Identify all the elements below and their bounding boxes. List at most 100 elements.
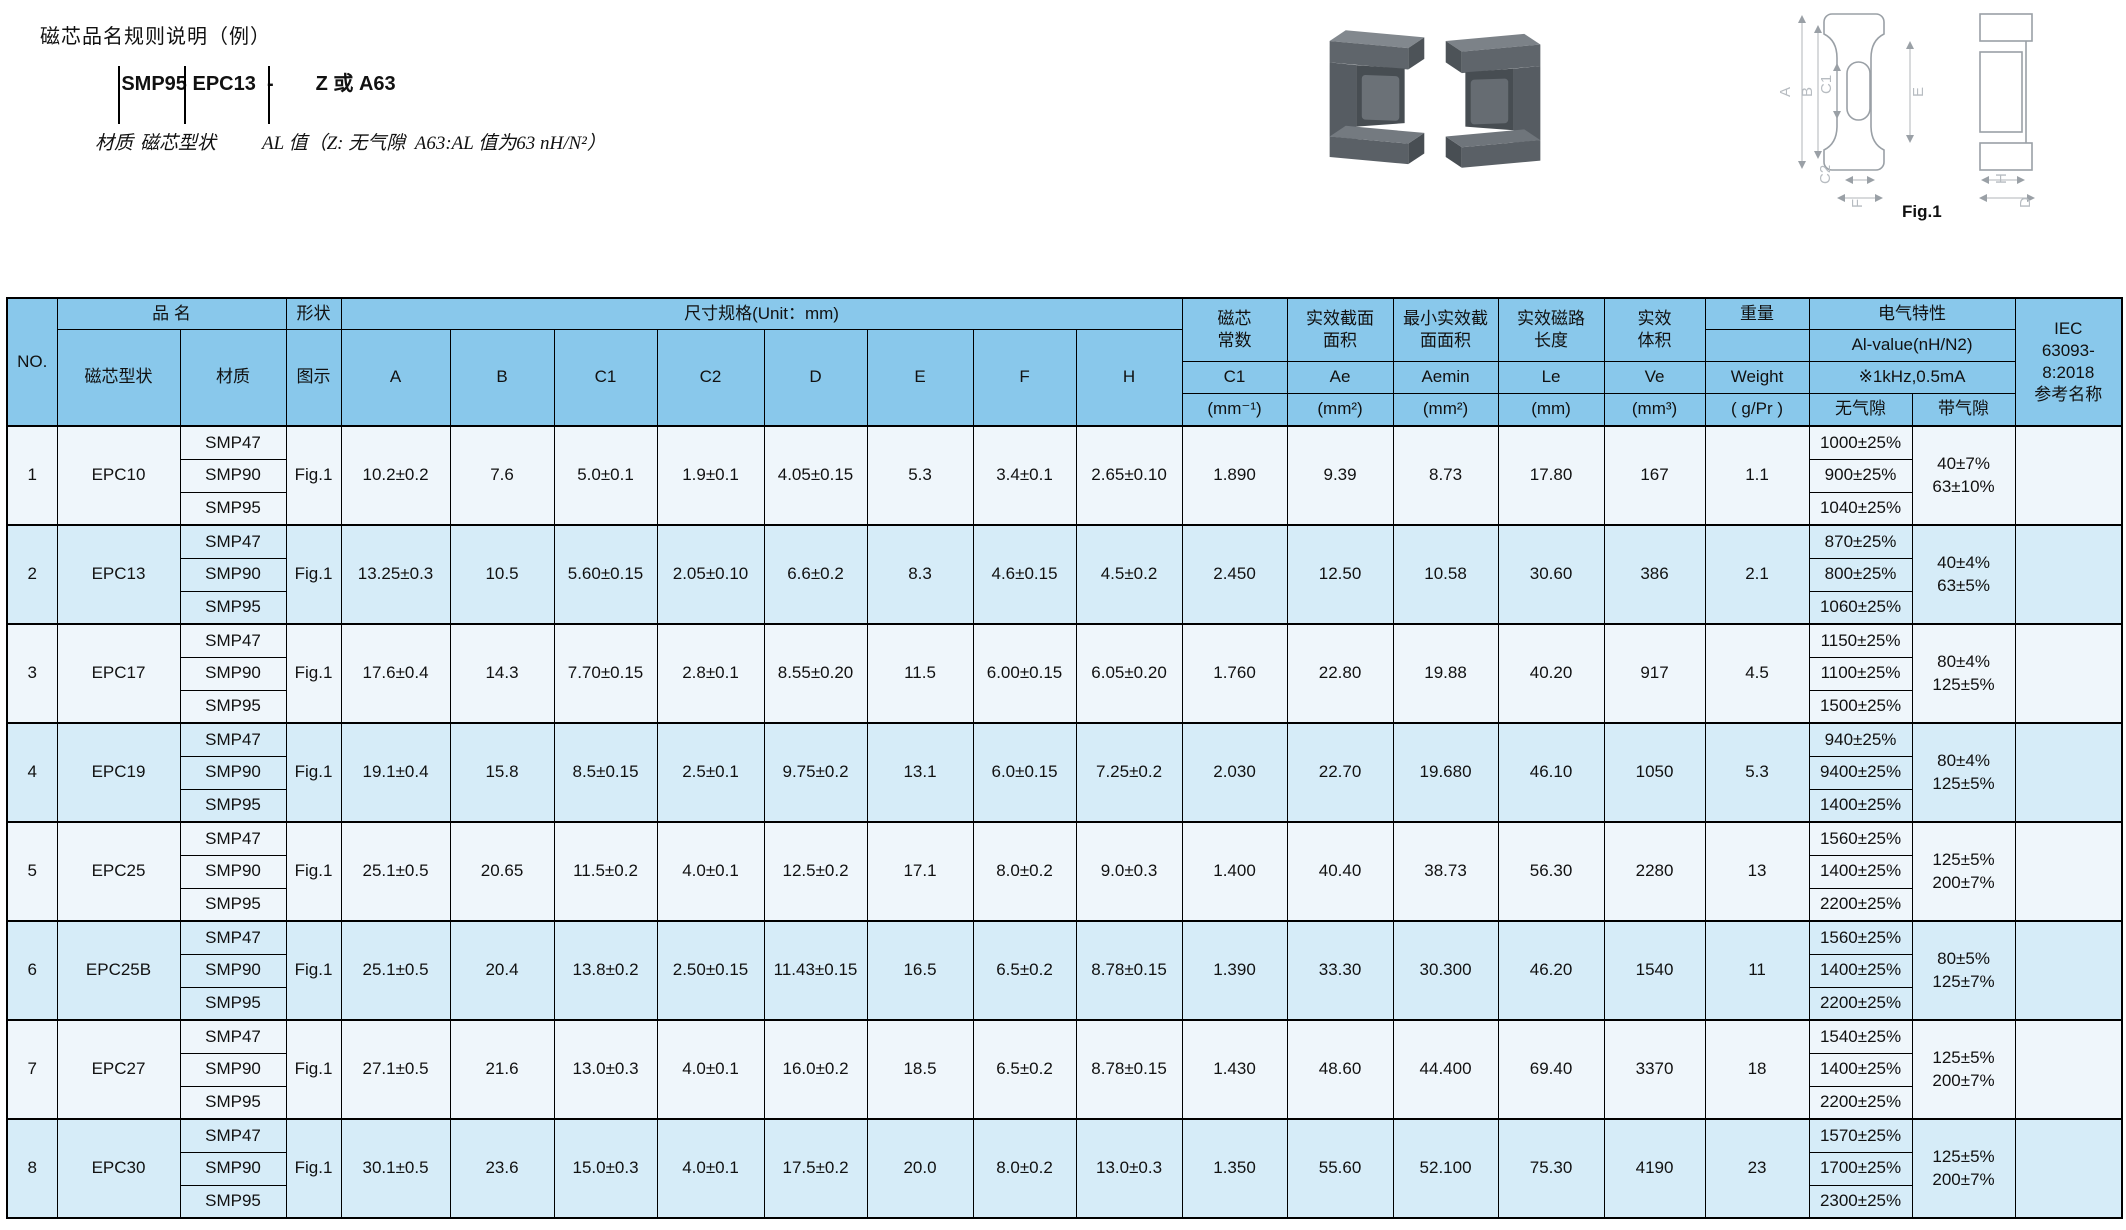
header-effective-volume: 实效 体积	[1603, 297, 1706, 362]
material: SMP90	[179, 854, 287, 889]
magnetic-value: 3370	[1603, 1019, 1706, 1120]
header-no-gap: 无气隙	[1808, 392, 1913, 427]
material: SMP47	[179, 821, 287, 856]
dim-value: 18.5	[866, 1019, 974, 1120]
material: SMP95	[179, 1085, 287, 1120]
dim-value: 10.2±0.2	[340, 425, 451, 526]
material: SMP90	[179, 557, 287, 592]
al-value-no-gap: 870±25%	[1808, 524, 1913, 559]
core-photo	[1329, 30, 1541, 168]
dim-value: 14.3	[449, 623, 555, 724]
material: SMP47	[179, 425, 287, 460]
dimension-lines	[1798, 15, 2035, 202]
header-material: 材质	[179, 328, 287, 427]
row-no: 3	[6, 623, 58, 724]
table-row: SMP95 1400±25%	[7, 788, 2122, 823]
dim-value: 9.75±0.2	[763, 722, 868, 823]
dim-value: 11.5	[866, 623, 974, 724]
callout-line-al-value	[268, 66, 270, 124]
dim-value: 27.1±0.5	[340, 1019, 451, 1120]
magnetic-value: 1.760	[1181, 623, 1288, 724]
svg-text:H: H	[1993, 173, 2010, 184]
header-dim-e: E	[866, 328, 974, 427]
callout-line-core-shape	[184, 66, 186, 124]
al-value-with-gap: 40±4% 63±5%	[1911, 524, 2016, 625]
header-effective-area: 实效截面 面积	[1286, 297, 1394, 362]
material: SMP47	[179, 623, 287, 658]
magnetic-value: 48.60	[1286, 1019, 1394, 1120]
header-no: NO.	[6, 297, 58, 427]
magnetic-value: 1050	[1603, 722, 1706, 823]
magnetic-value: 2280	[1603, 821, 1706, 922]
magnetic-value: 19.680	[1392, 722, 1499, 823]
table-row: SMP95 1500±25%	[7, 689, 2122, 724]
dim-value: 4.0±0.1	[656, 821, 765, 922]
dim-value: 2.65±0.10	[1075, 425, 1183, 526]
front-view-outline	[1823, 13, 1885, 171]
magnetic-value: 1.430	[1181, 1019, 1288, 1120]
al-value-no-gap: 1570±25%	[1808, 1118, 1913, 1153]
figure-ref: Fig.1	[285, 1118, 342, 1219]
figure-ref: Fig.1	[285, 920, 342, 1021]
magnetic-value: 4190	[1603, 1118, 1706, 1219]
magnetic-value: 1.400	[1181, 821, 1288, 922]
iec-ref	[2014, 524, 2123, 625]
header-shape: 形状	[285, 297, 342, 330]
dimension-labels: A B C1 E C2 F H D	[1777, 75, 2034, 208]
dim-value: 7.25±0.2	[1075, 722, 1183, 823]
svg-text:B: B	[1799, 87, 1816, 97]
label-core-shape: 磁芯型状	[140, 133, 217, 154]
iec-ref	[2014, 1019, 2123, 1120]
row-no: 2	[6, 524, 58, 625]
al-value-with-gap: 125±5% 200±7%	[1911, 821, 2016, 922]
magnetic-value: 1.1	[1704, 425, 1810, 526]
magnetic-value: 917	[1603, 623, 1706, 724]
example-prefix: SMP95 EPC13 -	[121, 73, 274, 95]
fig1-caption: Fig.1	[1902, 202, 1942, 221]
dim-value: 8.78±0.15	[1075, 920, 1183, 1021]
table-row: SMP95 1060±25%	[7, 590, 2122, 625]
table-row: 4 EPC19 SMP47 Fig.1 19.1±0.4 15.8 8.5±0.15 2.5±…	[6, 722, 2123, 823]
header-weight-spacer	[1704, 328, 1810, 362]
magnetic-value: 11	[1704, 920, 1810, 1021]
header-test-condition: ※1kHz,0.5mA	[1808, 360, 2016, 394]
magnetic-value: 167	[1603, 425, 1706, 526]
header-weight: 重量	[1704, 297, 1810, 330]
dim-value: 6.00±0.15	[972, 623, 1077, 724]
table-row: 5 EPC25 SMP47 Fig.1 25.1±0.5 20.65 11.5±0.2 4.0…	[6, 821, 2123, 922]
magnetic-value: 44.400	[1392, 1019, 1499, 1120]
material: SMP47	[179, 1118, 287, 1153]
header-le-symbol: Le	[1497, 360, 1605, 394]
header-dim-d: D	[763, 328, 868, 427]
header-aemin-unit: (mm²)	[1392, 392, 1499, 427]
header-c1-unit: (mm⁻¹)	[1181, 392, 1288, 427]
header-core-shape: 磁芯型状	[56, 328, 181, 427]
dim-value: 30.1±0.5	[340, 1118, 451, 1219]
core-model: EPC27	[56, 1019, 181, 1120]
header-dim-c2: C2	[656, 328, 765, 427]
magnetic-value: 38.73	[1392, 821, 1499, 922]
iec-ref	[2014, 425, 2123, 526]
core-model: EPC10	[56, 425, 181, 526]
al-value-no-gap: 800±25%	[1808, 557, 1913, 592]
core-half-right	[1445, 33, 1541, 168]
al-value-no-gap: 900±25%	[1808, 458, 1913, 493]
dim-value: 3.4±0.1	[972, 425, 1077, 526]
iec-ref	[2014, 1118, 2123, 1219]
dim-value: 13.0±0.3	[553, 1019, 658, 1120]
magnetic-value: 40.20	[1497, 623, 1605, 724]
al-value-no-gap: 1150±25%	[1808, 623, 1913, 658]
al-value-no-gap: 2200±25%	[1808, 1085, 1913, 1120]
row-no: 1	[6, 425, 58, 526]
material: SMP95	[179, 887, 287, 922]
table-row: SMP90 1700±25%	[7, 1151, 2122, 1186]
magnetic-value: 4.5	[1704, 623, 1810, 724]
dim-value: 8.78±0.15	[1075, 1019, 1183, 1120]
row-no: 5	[6, 821, 58, 922]
dim-value: 12.5±0.2	[763, 821, 868, 922]
dim-value: 25.1±0.5	[340, 821, 451, 922]
dim-value: 17.5±0.2	[763, 1118, 868, 1219]
magnetic-value: 52.100	[1392, 1118, 1499, 1219]
table-row: SMP95 2200±25%	[7, 986, 2122, 1021]
